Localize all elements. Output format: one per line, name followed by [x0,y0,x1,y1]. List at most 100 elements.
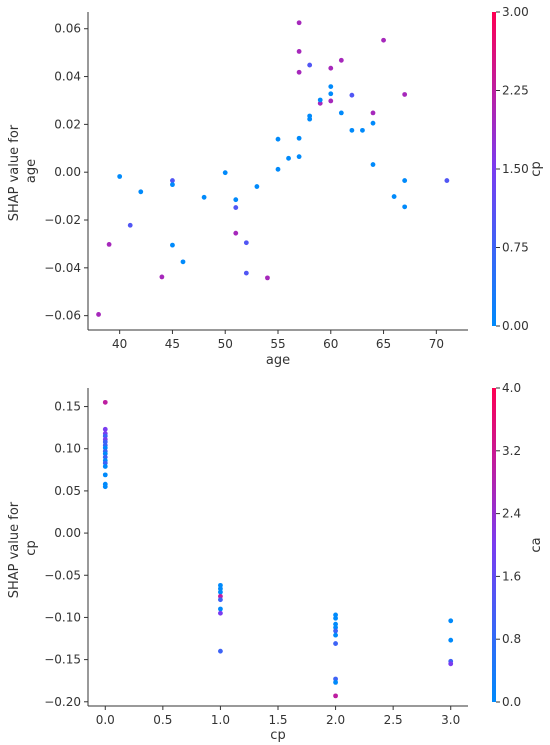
x-tick-label: 0.0 [96,713,115,727]
scatter-point [296,20,302,26]
scatter-point [218,586,223,592]
scatter-point [102,464,108,469]
y-tick-label: −0.05 [44,568,81,582]
scatter-point [370,162,376,167]
x-tick-group: 40 45 50 55 60 65 70 [112,330,444,351]
scatter-point [381,37,386,43]
colorbar-tick-group: 0.0 0.8 1.6 2.4 3.2 4.0 [496,381,521,709]
colorbar-label: ca [529,537,544,552]
y-tick-label: 0.05 [54,484,81,498]
scatter-point [275,166,281,172]
scatter-point [333,693,338,699]
scatter-point [333,676,338,682]
y-tick-label: 0.04 [54,70,81,84]
y-tick-label: 0.06 [54,22,81,36]
y-tick-label: −0.04 [44,261,81,275]
scatter-point [333,615,338,621]
y-tick-label: 0.00 [54,526,81,540]
scatter-point [218,610,223,616]
scatter-point [102,460,108,466]
scatter-point [170,242,175,248]
scatter-point [218,593,223,599]
scatter-point [218,648,223,654]
x-tick-label: 2.0 [326,713,345,727]
scatter-point [170,178,175,183]
scatter-point [448,618,454,624]
scatter-point [333,632,338,638]
scatter-point [296,49,302,54]
x-tick-label: 45 [165,337,180,351]
scatter-point [243,240,249,246]
colorbar-tick-label: 4.0 [502,381,521,395]
y-tick-label: −0.06 [44,309,81,323]
scatter-point [138,189,144,195]
colorbar-tick-group: 0.00 0.75 1.50 2.25 3.00 [496,5,529,333]
scatter-point [307,62,313,68]
scatter-point [218,606,223,612]
scatter-point [370,110,376,116]
colorbar-tick-label: 0.00 [502,319,529,333]
colorbar-gradient [492,388,496,702]
x-tick-label: 55 [270,337,285,351]
x-axis-label: age [266,353,290,368]
scatter-point [102,451,108,457]
scatter-point [296,154,302,160]
scatter-point [286,155,291,161]
scatter-point [328,91,334,97]
scatter-point [233,197,239,203]
scatter-point-group [96,20,450,317]
y-axis-label: SHAP value for age [7,121,39,222]
scatter-point-group [102,399,454,699]
x-tick-label: 65 [376,337,391,351]
scatter-point [233,230,239,236]
y-tick-label: 0.10 [54,442,81,456]
scatter-point [444,178,450,183]
scatter-point [370,120,376,126]
scatter-point [333,625,338,630]
scatter-point [333,641,338,646]
scatter-point [328,98,334,104]
scatter-point [102,439,108,445]
scatter-point [317,100,323,106]
scatter-point [243,270,249,276]
scatter-point [222,170,228,176]
x-tick-label: 0.5 [153,713,172,727]
scatter-point [102,426,108,432]
scatter-point [254,184,260,189]
colorbar-tick-label: 3.2 [502,444,521,458]
scatter-point [391,194,397,199]
scatter-point [360,127,365,133]
scatter-point [265,275,270,281]
scatter-point [233,205,239,210]
scatter-point [218,582,223,588]
x-tick-label: 3.0 [441,713,460,727]
scatter-point [180,259,186,265]
scatter-point [96,312,101,317]
x-tick-label: 40 [112,337,127,351]
y-axis-label-line-2: cp [24,540,39,555]
scatter-point [333,679,338,685]
scatter-point [159,274,165,280]
scatter-point [296,135,302,141]
scatter-point [402,178,408,183]
y-axis-label: SHAP value for cp [7,498,39,599]
scatter-point [170,182,175,188]
cp-dependence-plot: 0.0 0.5 1.0 1.5 2.0 2.5 3.0 −0.20−0.15−0.10−0.… [7,381,544,743]
scatter-point [333,628,338,634]
y-tick-label: −0.10 [44,610,81,624]
scatter-point [296,69,302,75]
scatter-point [333,612,338,618]
scatter-point [307,113,313,119]
scatter-point [402,204,408,210]
x-tick-group: 0.0 0.5 1.0 1.5 2.0 2.5 3.0 [96,706,460,727]
colorbar-tick-label: 0.0 [502,695,521,709]
colorbar-tick-label: 2.25 [502,84,529,98]
scatter-point [102,445,108,451]
colorbar-tick-label: 3.00 [502,5,529,19]
scatter-point [218,589,223,595]
scatter-point [402,92,408,97]
scatter-point [448,661,454,667]
scatter-point [333,621,338,627]
x-tick-label: 60 [323,337,338,351]
